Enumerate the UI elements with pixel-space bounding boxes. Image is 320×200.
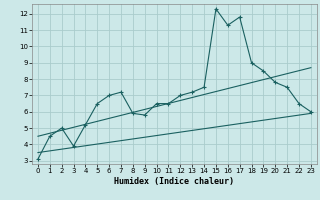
X-axis label: Humidex (Indice chaleur): Humidex (Indice chaleur) bbox=[115, 177, 234, 186]
